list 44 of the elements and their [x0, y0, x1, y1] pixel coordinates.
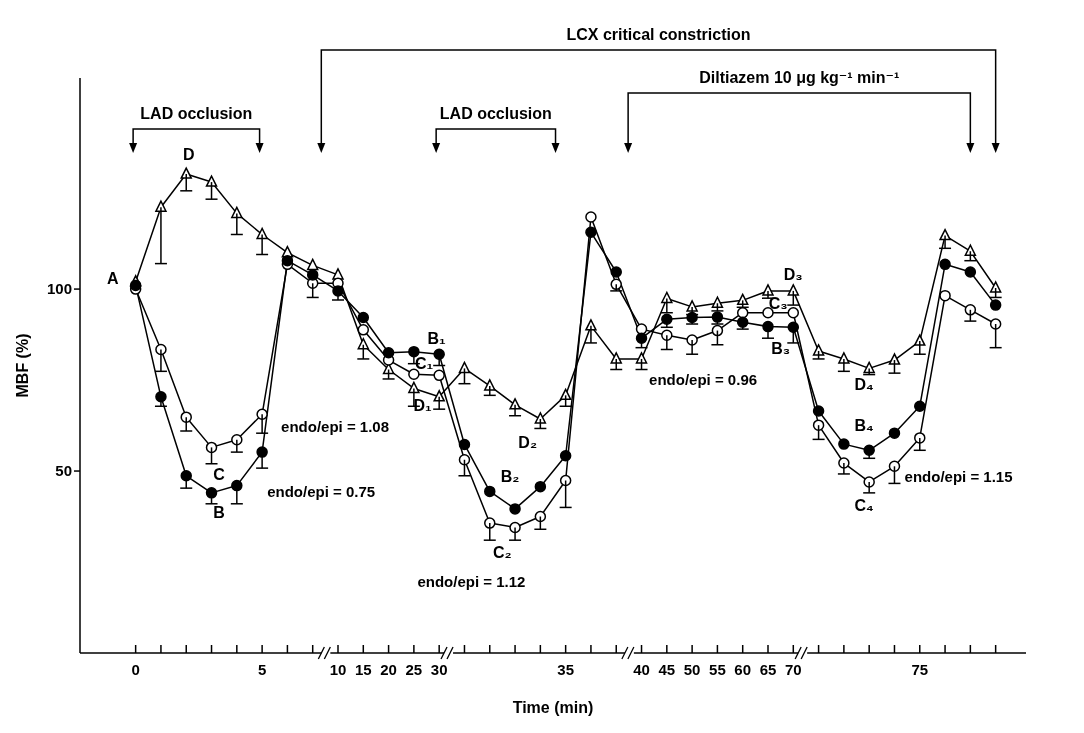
- x-tick-label: 75: [911, 661, 929, 678]
- x-tick-label: 30: [430, 661, 448, 678]
- annotation: LAD occlusion: [140, 105, 253, 122]
- annotation: D₁: [413, 396, 432, 414]
- text: A: [107, 269, 120, 287]
- x-tick-label: 40: [633, 661, 650, 678]
- annotation: B₃: [771, 340, 791, 358]
- annotation: D: [182, 146, 195, 164]
- annotation: LAD occlusion: [439, 105, 552, 122]
- x-axis-title: Time (min): [512, 699, 594, 716]
- x-tick-label: 25: [405, 661, 423, 678]
- x-tick-label: 65: [759, 661, 777, 678]
- x-tick-label: 45: [658, 661, 676, 678]
- annotation: C₁: [414, 354, 434, 373]
- y-axis-title: MBF (%): [13, 333, 31, 398]
- x-tick-label: 70: [784, 661, 802, 678]
- annotation: B₄: [854, 416, 874, 434]
- x-tick-label: 60: [734, 661, 752, 678]
- annotation: endo/epi = 0.75: [267, 482, 376, 500]
- x-tick-label: 15: [354, 661, 372, 678]
- annotation: D₂: [518, 434, 538, 452]
- annotation: B: [213, 503, 225, 521]
- x-tick-label: 50: [683, 661, 701, 678]
- annotation: endo/epi = 1.12: [417, 572, 526, 590]
- x-tick-label: 10: [329, 661, 347, 678]
- x-tick-label: 20: [380, 661, 397, 678]
- annotation: D₄: [854, 376, 874, 394]
- x-tick-label: 35: [557, 661, 574, 678]
- annotation: C₄: [854, 497, 874, 515]
- annotation: endo/epi = 1.15: [904, 467, 1013, 485]
- annotation: endo/epi = 1.08: [281, 418, 390, 436]
- annotation: Diltiazem 10 μg kg⁻¹ min⁻¹: [699, 69, 900, 86]
- x-tick-label: 5: [257, 661, 267, 678]
- annotation: C: [213, 465, 226, 483]
- annotation: D₃: [783, 266, 803, 284]
- annotation: endo/epi = 0.96: [649, 370, 758, 388]
- annotation: B₁: [427, 330, 447, 348]
- x-tick-label: 55: [709, 661, 726, 678]
- annotation: B₂: [500, 468, 520, 486]
- annotation: C₂: [493, 543, 512, 561]
- y-tick-label: 100: [46, 280, 72, 298]
- text: LCX critical constriction: [566, 26, 751, 43]
- x-tick-label: 0: [131, 661, 140, 678]
- annotation: C₃: [768, 295, 788, 313]
